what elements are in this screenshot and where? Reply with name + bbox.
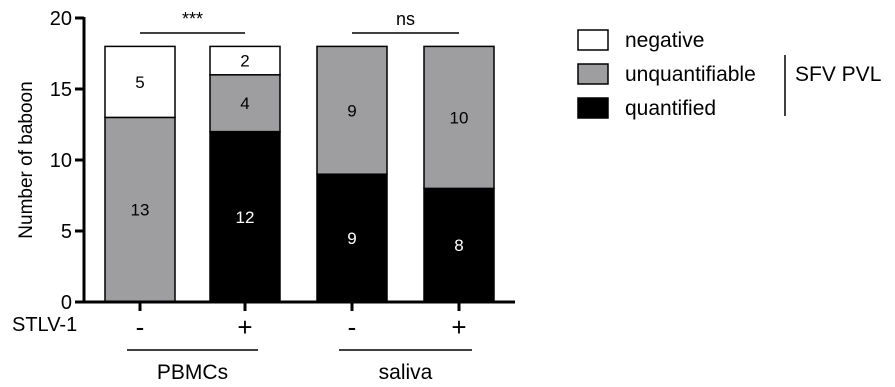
y-tick-label: 5 [61,221,72,243]
bar-segment-unquantifiable [423,45,495,190]
data-label: 5 [135,73,144,92]
x-tick-label: + [237,312,252,342]
group-label: PBMCs [157,361,228,384]
y-tick-label: 15 [50,79,72,101]
legend-item-quantified: quantified [625,97,716,120]
legend-swatch-quantified [577,97,609,119]
bar-segment-unquantifiable [104,116,176,303]
legend: negative unquantifiable quantified SFV PVL [577,29,881,120]
y-tick-label: 20 [50,8,72,30]
legend-group-label: SFV PVL [795,63,881,86]
data-label: 4 [240,94,249,113]
y-axis-label: Number of baboon [16,81,37,238]
significance-label: ns [396,9,415,29]
x-tick-label: + [451,312,466,342]
data-label: 13 [131,201,150,220]
data-label: 9 [347,229,356,248]
legend-swatch-unquantifiable [577,63,609,85]
data-label: 10 [450,108,469,127]
significance-label: *** [182,9,203,29]
bar-segment-quantified [316,173,388,303]
legend-item-unquantifiable: unquantifiable [625,63,756,86]
data-label: 8 [454,236,463,255]
bar-segment-unquantifiable [209,74,281,133]
category-row-label: STLV-1 [12,314,77,336]
data-label: 12 [236,208,255,227]
group-label: saliva [379,361,433,384]
x-tick-label: - [136,312,145,342]
x-tick-label: - [348,312,357,342]
legend-swatch-negative [577,29,609,51]
y-tick-label: 0 [61,292,72,314]
bar-segment-quantified [423,187,495,303]
bar-segment-negative [104,45,176,119]
legend-item-negative: negative [625,29,704,52]
data-label: 9 [347,101,356,120]
plot-area: 13 5 12 4 2 9 9 8 10 0 5 10 15 20 - + - + STLV-1 PBMCs saliv… [12,8,515,384]
data-label: 2 [240,52,249,71]
bar-segment-unquantifiable [316,45,388,175]
bar-segment-negative [209,45,281,76]
y-tick-label: 10 [50,150,72,172]
